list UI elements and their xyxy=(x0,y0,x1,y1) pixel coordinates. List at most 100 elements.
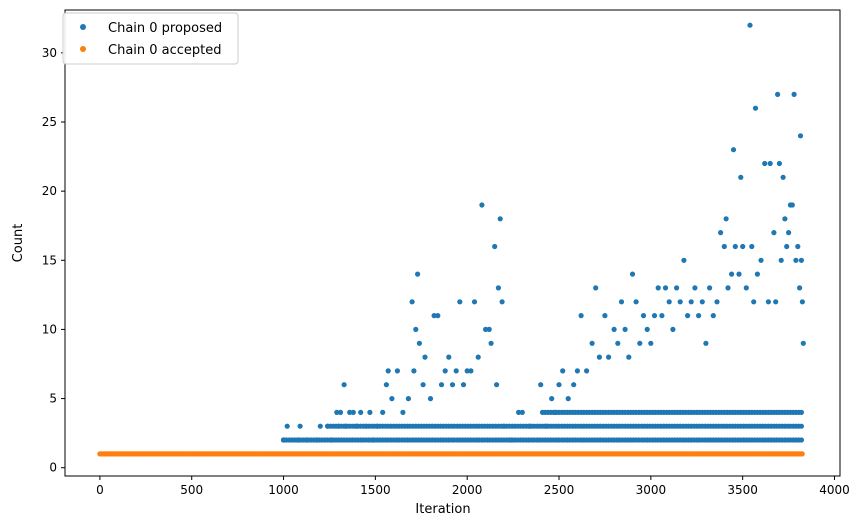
proposed-point xyxy=(723,216,729,222)
proposed-point xyxy=(422,354,428,360)
proposed-point xyxy=(370,437,377,443)
proposed-point xyxy=(336,423,342,429)
x-tick-label: 4000 xyxy=(819,483,850,497)
proposed-point xyxy=(431,313,437,319)
proposed-point xyxy=(730,147,737,153)
proposed-point xyxy=(453,368,459,374)
y-tick-label: 15 xyxy=(42,253,57,267)
proposed-point xyxy=(725,285,731,291)
legend-label-accepted: Chain 0 accepted xyxy=(108,43,222,58)
proposed-point xyxy=(350,409,356,415)
proposed-point xyxy=(560,368,566,374)
y-axis-ticks: 0 5 10 15 20 25 30 xyxy=(42,46,65,475)
proposed-point xyxy=(538,382,544,388)
proposed-point xyxy=(791,91,797,97)
proposed-point xyxy=(314,437,320,443)
proposed-point xyxy=(771,230,777,236)
proposed-point xyxy=(799,299,806,305)
proposed-point xyxy=(626,354,632,360)
x-tick-label: 3000 xyxy=(636,483,667,497)
proposed-point xyxy=(343,423,349,429)
proposed-point xyxy=(798,409,805,415)
proposed-point xyxy=(740,243,746,250)
proposed-point xyxy=(775,91,781,97)
proposed-point xyxy=(367,409,373,415)
x-tick-label: 1500 xyxy=(360,483,391,497)
legend-label-proposed: Chain 0 proposed xyxy=(108,21,222,36)
proposed-point xyxy=(762,160,768,167)
proposed-point xyxy=(427,396,434,402)
proposed-point xyxy=(328,437,334,443)
proposed-point xyxy=(486,326,492,332)
proposed-point xyxy=(602,313,608,319)
proposed-point xyxy=(751,299,757,305)
proposed-point xyxy=(457,299,463,305)
proposed-point xyxy=(464,368,470,374)
proposed-point xyxy=(606,354,612,360)
proposed-point xyxy=(584,368,590,374)
proposed-point xyxy=(334,409,340,415)
proposed-point xyxy=(782,216,788,222)
proposed-point xyxy=(297,423,303,429)
proposed-point xyxy=(778,257,784,263)
proposed-point xyxy=(488,340,494,346)
proposed-point xyxy=(438,382,445,388)
proposed-point xyxy=(394,368,400,374)
proposed-point xyxy=(670,326,676,332)
proposed-point xyxy=(655,285,661,291)
proposed-point xyxy=(797,285,803,291)
proposed-point xyxy=(552,409,558,415)
proposed-point xyxy=(615,340,621,346)
proposed-point xyxy=(648,340,654,346)
proposed-point xyxy=(776,160,783,167)
x-tick-label: 3500 xyxy=(727,483,758,497)
proposed-point xyxy=(374,423,380,429)
proposed-point xyxy=(471,299,478,305)
proposed-point xyxy=(468,368,474,374)
proposed-point xyxy=(714,299,720,305)
proposed-point xyxy=(640,313,647,319)
proposed-point xyxy=(593,285,599,291)
proposed-point xyxy=(446,354,452,360)
series-layer xyxy=(97,22,806,457)
proposed-point xyxy=(681,257,687,263)
x-tick-label: 500 xyxy=(180,483,203,497)
proposed-point xyxy=(611,326,617,332)
proposed-point xyxy=(618,299,625,305)
legend: Chain 0 proposed Chain 0 accepted xyxy=(62,12,239,65)
proposed-point xyxy=(325,423,331,429)
x-tick-label: 2000 xyxy=(452,483,483,497)
proposed-point xyxy=(633,299,639,305)
proposed-point xyxy=(795,243,801,250)
proposed-point xyxy=(483,326,489,332)
y-axis-label: Count xyxy=(11,224,26,263)
proposed-point xyxy=(622,326,628,332)
proposed-point xyxy=(798,257,805,263)
proposed-point xyxy=(565,396,571,402)
proposed-point xyxy=(798,437,805,443)
proposed-point xyxy=(797,133,804,139)
proposed-point xyxy=(729,271,735,277)
proposed-point xyxy=(499,299,505,305)
proposed-point xyxy=(389,396,395,402)
proposed-point xyxy=(798,423,805,429)
proposed-point xyxy=(405,396,411,402)
proposed-point xyxy=(497,216,503,222)
proposed-point xyxy=(354,423,360,429)
proposed-point xyxy=(442,368,448,374)
proposed-point xyxy=(738,174,744,180)
proposed-point xyxy=(696,313,702,319)
proposed-point xyxy=(435,313,441,319)
proposed-point xyxy=(666,299,672,305)
proposed-point xyxy=(416,340,422,346)
proposed-point xyxy=(527,423,533,429)
accepted-point xyxy=(799,451,805,457)
proposed-point xyxy=(786,230,792,236)
proposed-point xyxy=(710,313,716,319)
proposed-point xyxy=(578,313,584,319)
proposed-point xyxy=(651,313,658,319)
proposed-point xyxy=(475,354,481,360)
proposed-point xyxy=(413,326,419,332)
x-axis-ticks: 0 500 1000 1500 2000 2500 3000 3500 4000 xyxy=(96,476,850,497)
